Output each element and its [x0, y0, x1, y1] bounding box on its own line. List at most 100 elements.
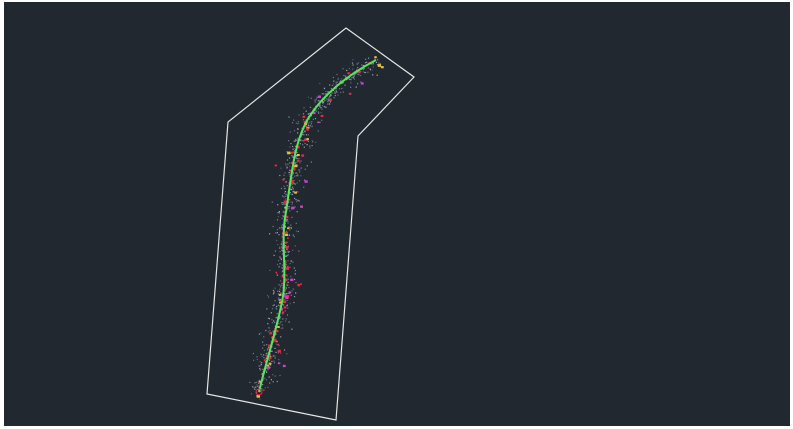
point-cloud-dot [336, 81, 339, 83]
point-cloud-dot [281, 227, 283, 229]
point-cloud-dot [289, 146, 291, 148]
point-cloud-dot [335, 90, 337, 92]
point-cloud-dot [285, 255, 288, 258]
point-cloud-dot [295, 162, 297, 164]
point-cloud-dot [288, 226, 290, 228]
point-cloud-dot [287, 254, 289, 256]
point-cloud-dot [320, 107, 322, 109]
point-cloud-dot [304, 142, 306, 145]
point-cloud-dot [281, 236, 283, 238]
point-cloud-dot [282, 303, 284, 306]
centerline-path[interactable] [258, 59, 377, 393]
point-cloud-dot [286, 220, 288, 222]
point-cloud-dot [288, 234, 290, 236]
highlight-dot [268, 356, 272, 360]
point-cloud-dot [260, 363, 262, 366]
highlight-dot [277, 362, 281, 365]
point-cloud-dot [290, 152, 292, 154]
point-cloud-dot [292, 122, 294, 124]
point-cloud-dot [378, 62, 380, 64]
point-cloud-dot [300, 175, 302, 177]
point-cloud-dot [290, 260, 292, 262]
point-cloud-dot [296, 182, 298, 184]
boundary-polygon[interactable] [206, 27, 415, 421]
point-cloud-dot [286, 166, 289, 168]
point-cloud-dot [287, 251, 289, 254]
point-cloud-dot [299, 162, 301, 164]
point-cloud-dot [272, 225, 274, 228]
centerline-start-marker[interactable] [255, 388, 263, 396]
drawing-svg[interactable] [4, 2, 790, 426]
point-cloud-dot [306, 144, 308, 146]
point-cloud-dot [294, 269, 296, 272]
point-cloud-dot [287, 250, 289, 252]
point-cloud-dot [269, 269, 271, 271]
point-cloud-dot [285, 255, 288, 257]
highlight-dot [290, 181, 294, 185]
point-cloud-dot [265, 353, 267, 355]
highlight-dot [267, 366, 271, 369]
point-cloud-dot [288, 171, 290, 174]
point-cloud-dot [287, 254, 289, 256]
point-cloud-dot [316, 96, 318, 98]
point-cloud-dot [298, 180, 301, 182]
point-cloud-dot [349, 73, 351, 75]
point-cloud-dot [311, 125, 313, 127]
point-cloud-dot [286, 167, 288, 169]
point-cloud-dot [291, 193, 293, 195]
point-cloud-dot [315, 98, 317, 100]
point-cloud-dot [298, 250, 300, 252]
highlight-dot [269, 332, 273, 335]
point-cloud-dot [295, 222, 297, 224]
point-cloud-dot [287, 292, 289, 294]
point-cloud-dot [317, 108, 319, 110]
point-cloud-dot [271, 360, 273, 362]
point-cloud-dot [319, 82, 321, 85]
point-cloud-dot [369, 69, 371, 71]
point-cloud-dot [286, 305, 288, 307]
point-cloud-dot [325, 106, 327, 108]
highlight-dot [297, 160, 300, 162]
point-cloud-dot [272, 289, 275, 292]
point-cloud-dot [255, 381, 257, 383]
point-cloud-dot [309, 121, 311, 123]
point-cloud-dot [353, 78, 355, 80]
highlight-dot [284, 206, 287, 209]
point-cloud-dot [274, 347, 276, 349]
highlight-dot [301, 154, 305, 157]
point-cloud-dot [278, 234, 280, 236]
point-cloud-dot [301, 127, 303, 129]
point-cloud-dot [270, 341, 272, 343]
point-cloud-dot [294, 175, 296, 177]
point-cloud-dot [257, 385, 259, 387]
point-cloud-dot [286, 185, 288, 187]
point-cloud-dot [252, 386, 254, 388]
point-cloud-dot [290, 193, 292, 196]
point-cloud-dot [279, 256, 281, 258]
point-cloud-dot [314, 118, 317, 120]
point-cloud-dot [257, 382, 260, 384]
point-cloud-dot [286, 299, 288, 302]
point-cloud-dot [264, 361, 266, 363]
point-cloud-dot [291, 216, 293, 218]
point-cloud-dot [292, 148, 294, 150]
point-cloud-dot [265, 379, 267, 381]
point-cloud-dot [295, 175, 297, 177]
point-cloud-dot [296, 152, 298, 154]
point-cloud-dot [350, 82, 352, 84]
point-cloud-dot [274, 325, 276, 327]
point-cloud-dot [298, 114, 300, 116]
highlight-dot [284, 295, 287, 298]
point-cloud-dot [310, 123, 312, 125]
point-cloud-dot [288, 292, 291, 295]
point-cloud-dot [335, 91, 337, 93]
highlight-dot [290, 161, 294, 164]
drawing-canvas[interactable] [4, 2, 790, 426]
highlight-dot [268, 362, 272, 365]
point-cloud-dot [288, 116, 290, 118]
point-cloud-dot [284, 320, 287, 322]
point-cloud-dot [259, 398, 261, 400]
point-cloud-dot [283, 203, 285, 205]
point-cloud-dot [357, 62, 360, 64]
point-cloud-dot [288, 251, 290, 253]
